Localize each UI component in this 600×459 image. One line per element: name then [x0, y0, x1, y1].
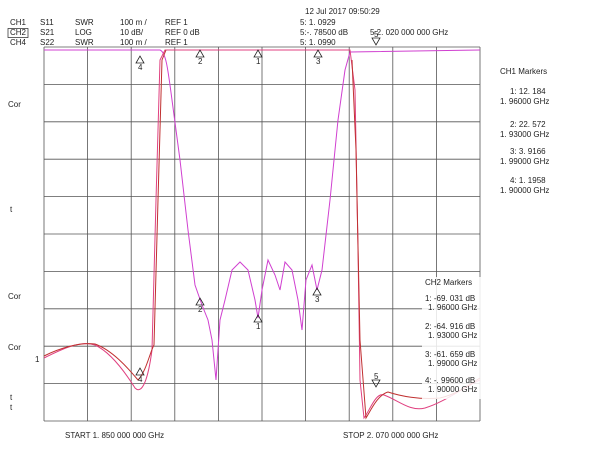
trace-marker-label: 2 [198, 57, 203, 66]
trace-marker-label: 1 [256, 57, 261, 66]
channel-scale: 10 dB/ [120, 28, 144, 37]
marker5-freq: 5 2. 020 000 000 GHz [370, 28, 448, 37]
channel-format: LOG [75, 28, 92, 37]
ch2-marker-value: 1: -69. 031 dB [425, 294, 475, 303]
left-label: Cor [8, 292, 21, 301]
channel-ch: CH4 [10, 38, 27, 47]
trace-marker [371, 37, 381, 46]
ch2-markers-title: CH2 Markers [425, 278, 472, 287]
channel-param: S22 [40, 38, 55, 47]
left-label: t [10, 205, 13, 214]
left-label: Cor [8, 343, 21, 352]
trace-s11 [44, 49, 481, 381]
left-label: t [10, 403, 13, 412]
channel-param: S21 [40, 28, 55, 37]
ch2-marker-freq: 1. 90000 GHz [428, 385, 477, 394]
trace-marker-label: 3 [315, 295, 320, 304]
trace-marker-label: 2 [198, 305, 203, 314]
timestamp: 12 Jul 2017 09:50:29 [305, 7, 380, 16]
channel-ch: CH1 [10, 18, 27, 27]
start-freq: START 1. 850 000 000 GHz [65, 431, 164, 440]
channel-ref: REF 1 [165, 18, 188, 27]
ch2-marker-freq: 1. 93000 GHz [428, 331, 477, 340]
channel-scale: 100 m / [120, 38, 147, 47]
ch1-markers-title: CH1 Markers [500, 67, 547, 76]
ch2-marker-value: 4: -. 99600 dB [425, 376, 475, 385]
trace-marker [253, 314, 263, 323]
channel-marker: 5:-. 78500 dB [300, 28, 348, 37]
channel-marker: 5: 1. 0990 [300, 38, 336, 47]
active-channel-box [7, 28, 29, 38]
trace-marker [195, 49, 205, 58]
trace-marker-label: 3 [316, 57, 321, 66]
trace-marker [312, 287, 322, 296]
ch2-marker-value: 3: -61. 659 dB [425, 350, 475, 359]
ch2-panel [422, 277, 484, 399]
trace-marker-label: 4 [138, 375, 143, 384]
channel-param: S11 [40, 18, 54, 27]
channel-scale: 100 m / [120, 18, 147, 27]
left-label: t [10, 393, 13, 402]
trace-marker [253, 49, 263, 58]
channel-ref: REF 0 dB [165, 28, 200, 37]
trace-marker [371, 379, 381, 388]
channel-marker: 5: 1. 0929 [300, 18, 336, 27]
ch2-marker-freq: 1. 96000 GHz [428, 303, 477, 312]
channel-ref: REF 1 [165, 38, 188, 47]
ch1-marker-freq: 1. 99000 GHz [500, 157, 549, 166]
ch2-marker-freq: 1. 99000 GHz [428, 359, 477, 368]
stop-freq: STOP 2. 070 000 000 GHz [343, 431, 438, 440]
ch2-marker-value: 2: -64. 916 dB [425, 322, 475, 331]
trace-marker-label: 1 [256, 322, 261, 331]
left-label: Cor [8, 100, 21, 109]
ch1-marker-freq: 1. 96000 GHz [500, 97, 549, 106]
graticule [43, 46, 481, 422]
trace-marker [135, 367, 145, 376]
ch1-marker-value: 2: 22. 572 [510, 120, 546, 129]
channel-format: SWR [75, 38, 94, 47]
trace-marker-label: 4 [138, 63, 143, 72]
trace-marker-label: 5 [374, 30, 379, 39]
ch1-marker-value: 3: 3. 9166 [510, 147, 546, 156]
ch1-marker-freq: 1. 93000 GHz [500, 130, 549, 139]
trace-marker-label: 5 [374, 372, 379, 381]
ch1-marker-value: 4: 1. 1958 [510, 176, 546, 185]
trace-marker [313, 49, 323, 58]
overlay: 12 Jul 2017 09:50:29 CH1 S11 SWR 100 m / REF … [7, 7, 549, 440]
trace-marker [135, 55, 145, 64]
channel-format: SWR [75, 18, 94, 27]
ch1-marker-freq: 1. 90000 GHz [500, 186, 549, 195]
ch1-marker-value: 1: 12. 184 [510, 87, 546, 96]
trace-s21 [43, 49, 481, 420]
trace-marker [195, 297, 205, 306]
channel-ch: CH2 [10, 28, 27, 37]
left-label: 1 [35, 355, 40, 364]
